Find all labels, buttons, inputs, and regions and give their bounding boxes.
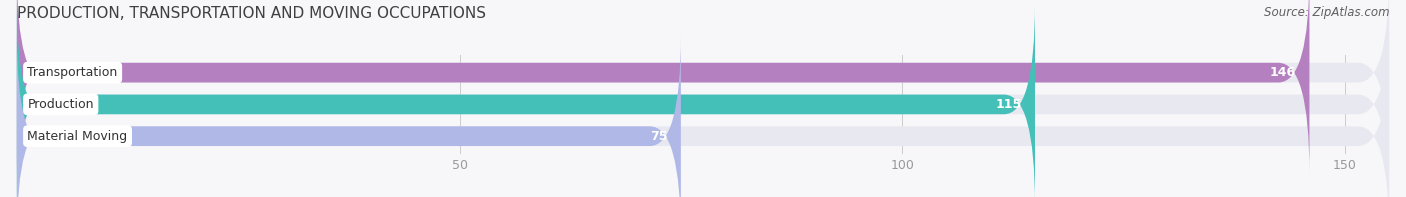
Text: 75: 75: [650, 130, 668, 143]
FancyBboxPatch shape: [17, 0, 1309, 174]
Text: Transportation: Transportation: [28, 66, 118, 79]
Text: 115: 115: [995, 98, 1022, 111]
Text: 146: 146: [1270, 66, 1296, 79]
FancyBboxPatch shape: [17, 3, 1389, 197]
Text: PRODUCTION, TRANSPORTATION AND MOVING OCCUPATIONS: PRODUCTION, TRANSPORTATION AND MOVING OC…: [17, 6, 486, 21]
FancyBboxPatch shape: [17, 0, 1389, 174]
Text: Material Moving: Material Moving: [28, 130, 128, 143]
Text: Source: ZipAtlas.com: Source: ZipAtlas.com: [1264, 6, 1389, 19]
FancyBboxPatch shape: [17, 3, 1035, 197]
Text: Production: Production: [28, 98, 94, 111]
FancyBboxPatch shape: [17, 35, 681, 197]
FancyBboxPatch shape: [17, 35, 1389, 197]
